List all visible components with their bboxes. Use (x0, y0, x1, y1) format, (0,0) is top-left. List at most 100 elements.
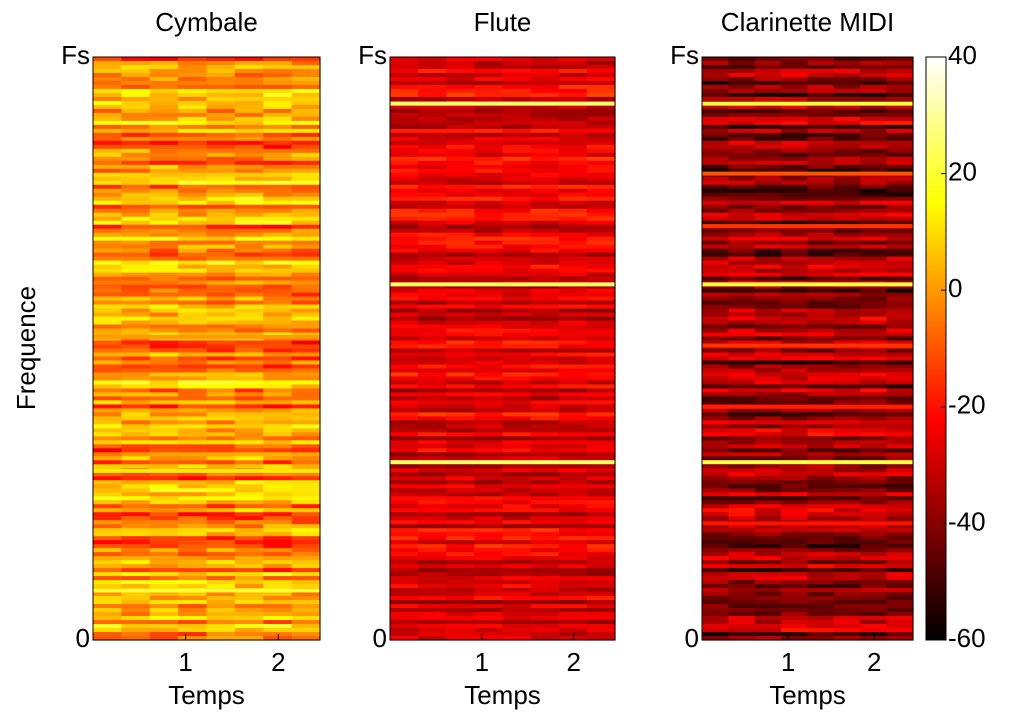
spectrogram-cell (291, 68, 321, 74)
spectrogram-cell (502, 224, 532, 230)
spectrogram-cell (263, 140, 293, 146)
spectrogram-cell (860, 580, 888, 585)
spectrogram-cell (418, 112, 447, 118)
spectrogram-cell (206, 408, 236, 413)
spectrogram-cell (807, 588, 835, 593)
spectrogram-cell (728, 496, 756, 501)
spectrogram-cell (502, 57, 532, 62)
spectrogram-cell (291, 572, 321, 577)
spectrogram-cell (754, 288, 782, 294)
spectrogram-cell (291, 156, 321, 162)
harmonic-line (702, 521, 913, 526)
spectrogram-cell (390, 260, 419, 266)
spectrogram-cell (586, 380, 616, 386)
spectrogram-cell (121, 312, 151, 318)
spectrogram-cell (586, 480, 616, 485)
y-tick-label: 0 (373, 623, 387, 653)
spectrogram-cell (502, 196, 532, 202)
spectrogram-cell (263, 612, 293, 617)
spectrogram-cell (833, 592, 861, 597)
spectrogram-cell (206, 232, 236, 238)
spectrogram-cell (263, 496, 293, 501)
spectrogram-cell (93, 432, 122, 437)
spectrogram-cell (474, 596, 504, 601)
spectrogram-cell (234, 144, 264, 150)
spectrogram-cell (502, 392, 532, 398)
spectrogram-cell (586, 556, 616, 561)
spectrogram-cell (178, 188, 208, 194)
spectrogram-cell (446, 600, 475, 605)
spectrogram-cell (860, 300, 888, 306)
spectrogram-cell (178, 632, 208, 637)
spectrogram-cell (530, 57, 560, 62)
spectrogram-cell (886, 256, 914, 262)
spectrogram-cell (93, 472, 122, 477)
spectrogram-cell (206, 324, 236, 330)
spectrogram-cell (178, 452, 208, 457)
spectrogram-cell (833, 564, 861, 569)
spectrogram-cell (93, 540, 122, 545)
spectrogram-cell (558, 216, 588, 222)
spectrogram-cell (418, 356, 447, 362)
spectrogram-cell (530, 436, 560, 441)
spectrogram-cell (93, 140, 122, 146)
spectrogram-cell (558, 72, 588, 78)
spectrogram-cell (291, 324, 321, 330)
spectrogram-cell (263, 156, 293, 162)
spectrogram-cell (390, 316, 419, 322)
spectrogram-cell (121, 296, 151, 302)
spectrogram-cell (530, 596, 560, 601)
spectrogram-cell (390, 208, 419, 214)
spectrogram-cell (291, 604, 321, 609)
spectrogram-cell (886, 592, 914, 597)
spectrogram-cell (178, 500, 208, 505)
spectrogram-cell (474, 556, 504, 561)
spectrogram-cell (807, 464, 835, 469)
spectrogram-cell (121, 444, 151, 449)
spectrogram-cell (418, 256, 447, 262)
spectrogram-cell (781, 352, 809, 358)
spectrogram-cell (291, 232, 321, 238)
spectrogram-cell (121, 300, 151, 306)
spectrogram-cell (291, 92, 321, 98)
spectrogram-cell (206, 440, 236, 445)
spectrogram-cell (263, 572, 293, 577)
spectrogram-cell (781, 248, 809, 254)
spectrogram-cell (178, 428, 208, 433)
spectrogram-cell (754, 496, 782, 501)
spectrogram-cell (807, 436, 835, 441)
spectrogram-cell (586, 308, 616, 314)
spectrogram-cell (886, 536, 914, 541)
spectrogram-cell (728, 468, 756, 473)
spectrogram-cell (781, 140, 809, 146)
spectrogram-cell (178, 184, 208, 190)
spectrogram-cell (263, 184, 293, 190)
spectrogram-cell (781, 632, 809, 637)
spectrogram-cell (390, 216, 419, 222)
spectrogram-cell (833, 256, 861, 262)
spectrogram-cell (263, 412, 293, 417)
spectrogram-cell (754, 432, 782, 437)
spectrogram-cell (754, 376, 782, 382)
spectrogram-cell (728, 532, 756, 537)
spectrogram-cell (474, 108, 504, 114)
spectrogram-cell (728, 432, 756, 437)
spectrogram-cell (474, 68, 504, 74)
spectrogram-cell (206, 548, 236, 553)
spectrogram-cell (728, 568, 756, 573)
spectrogram-cell (807, 208, 835, 214)
spectrogram-cell (833, 200, 861, 206)
spectrogram-cell (206, 188, 236, 194)
spectrogram-cell (702, 228, 729, 234)
spectrogram-cell (586, 620, 616, 625)
spectrogram-cell (702, 548, 729, 553)
spectrogram-cell (474, 428, 504, 433)
spectrogram-cell (446, 68, 475, 74)
spectrogram-cell (807, 288, 835, 294)
spectrogram-cell (886, 620, 914, 625)
spectrogram-cell (728, 256, 756, 262)
spectrogram-cell (390, 188, 419, 194)
spectrogram-cell (149, 152, 179, 158)
spectrogram-cell (263, 356, 293, 362)
spectrogram-cell (178, 268, 208, 274)
